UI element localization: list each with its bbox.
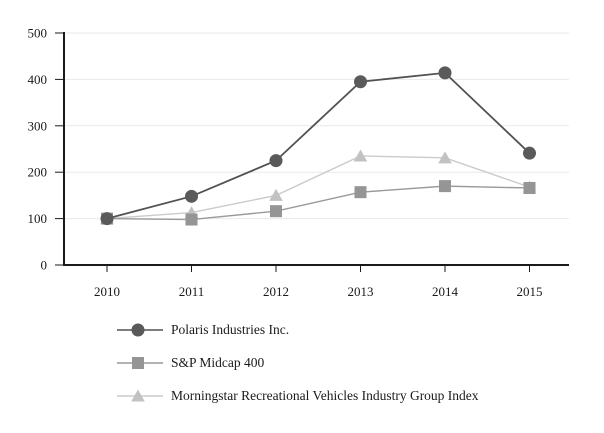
square-data-point-marker bbox=[132, 357, 144, 369]
circle-marker-icon bbox=[117, 323, 163, 337]
y-axis-tick-label: 500 bbox=[28, 26, 48, 41]
circle-data-point-marker bbox=[185, 189, 198, 203]
legend-item-polaris: Polaris Industries Inc. bbox=[117, 320, 479, 340]
legend-label-polaris: Polaris Industries Inc. bbox=[171, 322, 290, 337]
triangle-data-point-marker bbox=[131, 389, 145, 402]
square-marker-icon bbox=[117, 357, 163, 369]
y-axis-tick-label: 0 bbox=[41, 258, 48, 273]
square-data-point-marker bbox=[185, 213, 198, 226]
circle-data-point-marker bbox=[100, 212, 114, 226]
x-axis-tick-label: 2012 bbox=[263, 284, 289, 299]
y-axis-tick-label: 100 bbox=[28, 211, 48, 226]
legend-label-morningstar: Morningstar Recreational Vehicles Indust… bbox=[171, 388, 479, 403]
square-data-point-marker bbox=[439, 180, 451, 193]
circle-data-point-marker bbox=[354, 75, 367, 89]
x-axis-tick-label: 2013 bbox=[348, 284, 374, 299]
circle-data-point-marker bbox=[269, 154, 283, 168]
performance-line-chart: 0 100 200 300 400 500 2010 2011 2012 2013 2014 2015 bbox=[28, 26, 569, 299]
triangle-data-point-marker bbox=[353, 149, 368, 162]
square-data-point-marker bbox=[523, 181, 536, 194]
square-data-point-marker bbox=[354, 186, 367, 199]
y-axis-tick-label: 400 bbox=[28, 72, 48, 87]
legend-item-sp-midcap: S&P Midcap 400 bbox=[117, 353, 479, 373]
series-line-1 bbox=[106, 185, 530, 221]
x-axis-tick-label: 2014 bbox=[432, 284, 459, 299]
circle-data-point-marker bbox=[438, 66, 452, 80]
legend-item-morningstar: Morningstar Recreational Vehicles Indust… bbox=[117, 386, 479, 406]
x-axis-tick-label: 2010 bbox=[94, 284, 120, 299]
triangle-data-point-marker bbox=[269, 188, 283, 201]
legend-label-sp-midcap: S&P Midcap 400 bbox=[171, 355, 265, 370]
y-axis-tick-label: 300 bbox=[28, 118, 48, 133]
triangle-marker-icon bbox=[117, 389, 163, 402]
series-line-2 bbox=[106, 155, 530, 220]
triangle-data-point-marker bbox=[438, 151, 452, 164]
circle-data-point-marker bbox=[523, 146, 536, 160]
x-axis-tick-label: 2015 bbox=[517, 284, 543, 299]
chart-legend: Polaris Industries Inc. S&P Midcap 400 M… bbox=[117, 320, 479, 419]
circle-data-point-marker bbox=[131, 323, 145, 337]
series-line-0 bbox=[106, 71, 531, 220]
x-axis-tick-label: 2011 bbox=[179, 284, 205, 299]
square-data-point-marker bbox=[270, 205, 282, 218]
y-axis-tick-label: 200 bbox=[28, 165, 48, 180]
